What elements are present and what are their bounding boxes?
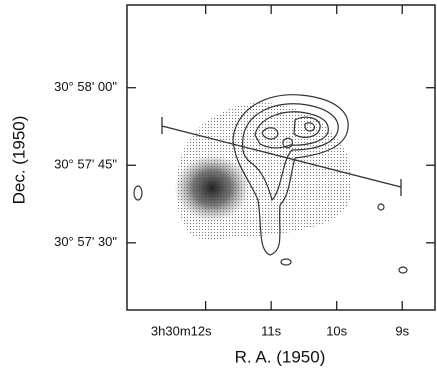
x-tick-label: 9s: [395, 323, 409, 338]
figure: R. A. (1950) Dec. (1950) 3h30m12s 11s 10s 9…: [0, 0, 437, 371]
y-tick-label: 30° 58' 00": [54, 79, 117, 94]
x-axis-label: R. A. (1950): [235, 347, 326, 366]
x-tick-label: 10s: [326, 323, 347, 338]
emission: [174, 103, 352, 240]
x-tick-label: 11s: [261, 323, 281, 338]
y-tick-label: 30° 57' 45": [54, 157, 117, 172]
y-tick-label: 30° 57' 30": [54, 234, 117, 249]
y-axis-label: Dec. (1950): [9, 116, 28, 205]
x-tick-label: 3h30m12s: [151, 323, 212, 338]
